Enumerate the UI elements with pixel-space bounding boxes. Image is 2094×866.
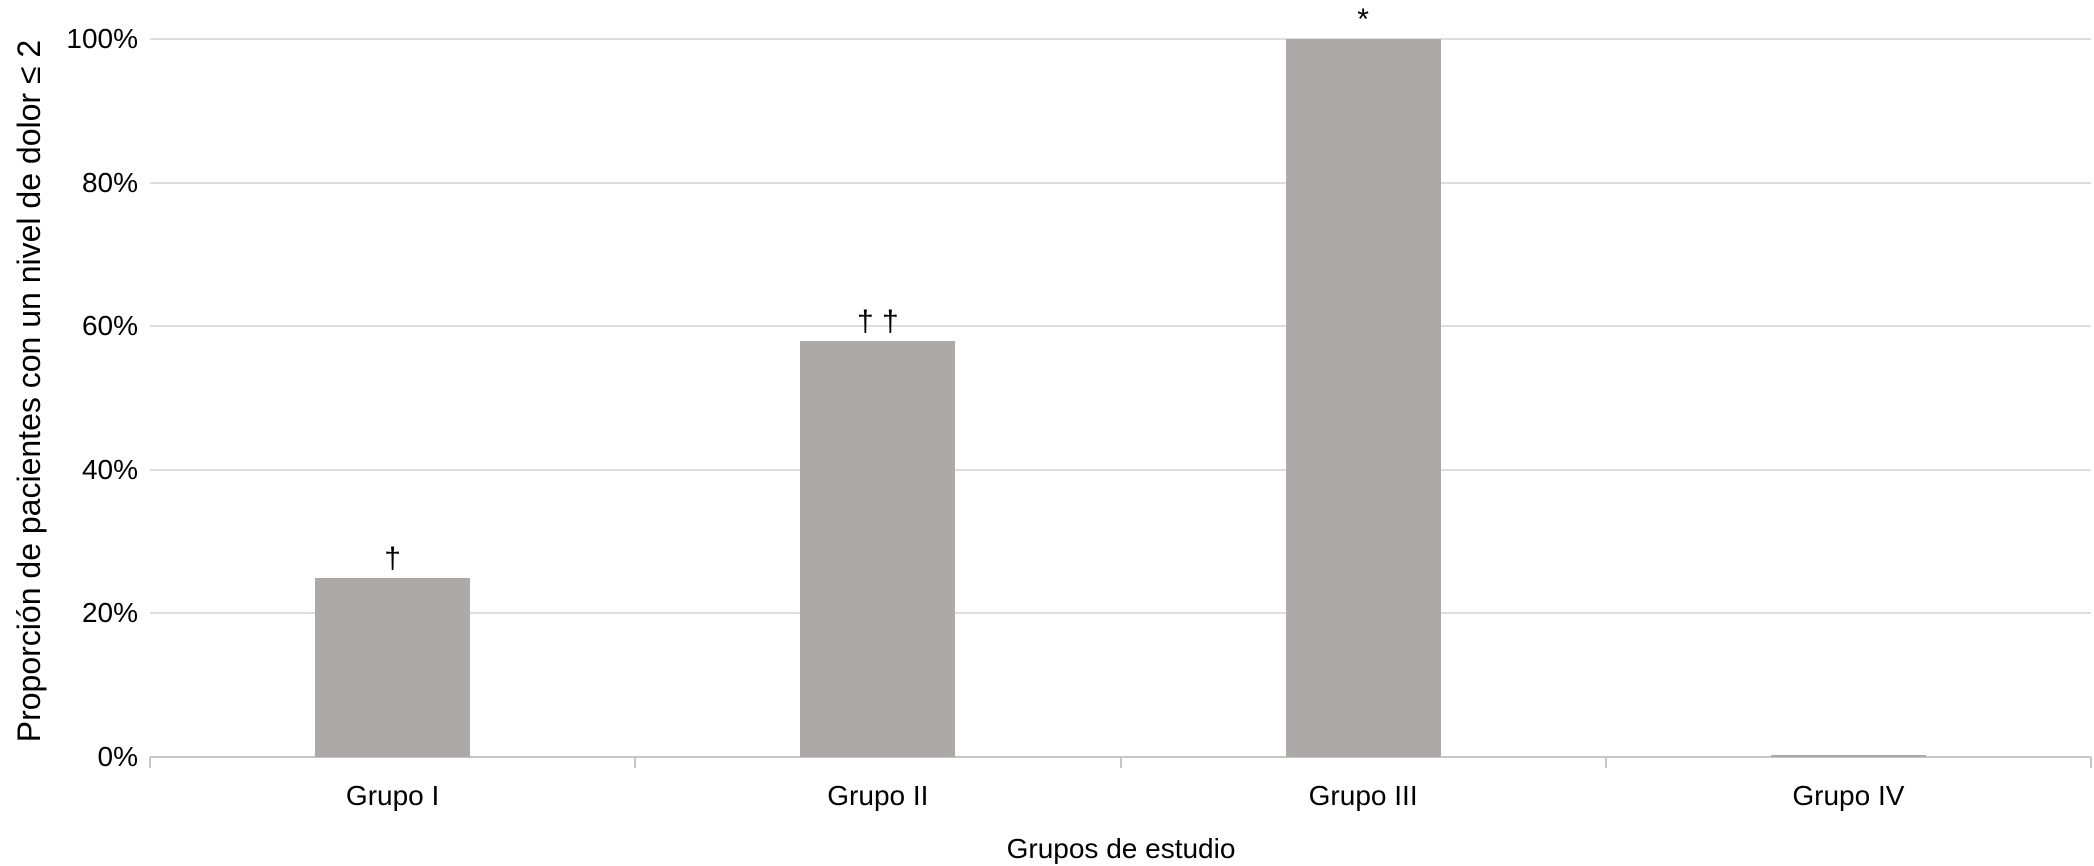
x-axis-tick: [634, 757, 637, 768]
bar-annotation: *: [1357, 3, 1369, 36]
y-tick-label: 0%: [97, 741, 138, 772]
gridline: [150, 325, 2091, 328]
bar: [1285, 39, 1441, 757]
bar: [1770, 754, 1926, 757]
bar: [800, 340, 956, 757]
x-axis-tick: [149, 757, 151, 768]
x-axis-tick: [1604, 757, 1607, 768]
gridline: [150, 468, 2091, 471]
bar-annotation: † †: [857, 304, 899, 338]
x-tick-label: Grupo II: [827, 780, 929, 811]
x-axis-title: Grupos de estudio: [1006, 833, 1236, 864]
gridline: [150, 612, 2091, 615]
y-tick-label: 80%: [81, 166, 138, 198]
y-tick-label: 20%: [81, 597, 138, 629]
y-tick-label: 40%: [81, 453, 138, 485]
y-axis-title: Proporción de pacientes con un nivel de …: [11, 39, 47, 743]
bar-annotation: †: [384, 541, 401, 575]
x-tick-label: Grupo III: [1308, 780, 1418, 811]
bar: [315, 577, 471, 757]
x-tick-label: Grupo I: [345, 780, 440, 811]
x-axis-tick: [2090, 757, 2092, 768]
y-tick-label: 100%: [66, 23, 138, 54]
gridline: [150, 181, 2091, 184]
x-axis-tick: [1119, 757, 1122, 768]
gridline: [150, 38, 2091, 40]
x-tick-label: Grupo IV: [1792, 780, 1905, 811]
y-tick-label: 60%: [81, 310, 138, 342]
